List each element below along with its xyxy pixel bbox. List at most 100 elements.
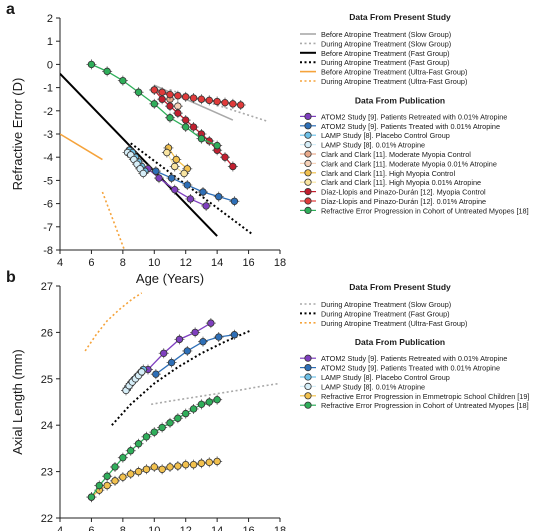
y-tick-label: 23 — [41, 467, 53, 479]
data-point — [174, 109, 182, 117]
legend-title: Data From Publication — [355, 337, 445, 347]
data-point — [215, 192, 223, 201]
data-point — [202, 202, 210, 210]
data-point — [111, 463, 119, 471]
y-tick-label: -7 — [43, 222, 53, 234]
data-point — [189, 123, 198, 131]
data-point — [95, 481, 103, 490]
data-point — [152, 167, 160, 175]
data-point — [182, 123, 190, 131]
data-point — [166, 114, 174, 122]
data-point — [191, 328, 199, 337]
legend-swatch-marker — [304, 188, 312, 196]
data-point — [215, 333, 223, 341]
data-point — [166, 419, 174, 427]
data-point — [166, 90, 174, 99]
legend-item: LAMP Study [8]. 0.01% Atropine — [321, 141, 425, 150]
data-point — [87, 493, 96, 501]
data-point — [166, 102, 174, 110]
data-point — [158, 465, 166, 473]
legend-item: During Atropine Treatment (Fast Group) — [321, 58, 450, 67]
legend-item: Clark and Clark [11]. Moderate Myopia 0.… — [321, 159, 497, 168]
data-point — [182, 409, 190, 418]
x-axis-title: Age (Years) — [136, 271, 204, 286]
data-point — [119, 76, 127, 85]
legend-swatch-marker — [304, 197, 312, 205]
data-line-5 — [90, 399, 218, 498]
legend-item: ATOM2 Study [9]. Patients Treated with 0… — [321, 364, 500, 373]
y-tick-label: -4 — [43, 152, 53, 164]
data-point — [205, 96, 213, 105]
data-point — [229, 162, 237, 171]
legend-title: Data From Publication — [355, 95, 445, 105]
legend-item: Refractive Error Progression in Emmetrop… — [321, 392, 529, 401]
x-tick-label: 10 — [148, 525, 160, 531]
legend-item: Díaz-Llopis and Pinazo-Durán [12]. 0.01%… — [321, 197, 486, 206]
legend-swatch-marker — [304, 169, 312, 177]
data-point — [175, 335, 184, 344]
data-point — [197, 459, 206, 467]
data-point — [183, 181, 191, 189]
model-line-1 — [111, 329, 253, 426]
x-tick-label: 16 — [242, 525, 254, 531]
data-point — [237, 101, 245, 109]
data-point — [199, 337, 207, 346]
legend-swatch-marker — [304, 373, 312, 381]
data-point — [167, 358, 176, 367]
data-point — [186, 195, 195, 203]
data-point — [160, 349, 168, 357]
legend-item: During Atropine Treatment (Slow Group) — [321, 39, 451, 48]
data-point — [127, 447, 135, 455]
y-tick-label: -1 — [43, 83, 53, 95]
legend-swatch-marker — [304, 206, 312, 214]
data-point — [166, 463, 174, 471]
legend-swatch-marker — [304, 401, 312, 409]
model-line-1 — [169, 89, 268, 123]
legend-item: During Atropine Treatment (Slow Group) — [321, 300, 451, 309]
legend-item: Before Atropine Treatment (Fast Group) — [321, 49, 450, 58]
data-point — [230, 197, 239, 205]
data-point — [174, 462, 182, 470]
data-line-0 — [147, 322, 212, 370]
data-point — [127, 470, 135, 478]
data-point — [205, 398, 213, 406]
data-line-1 — [155, 334, 235, 375]
data-point — [158, 88, 166, 96]
y-tick-label: 1 — [47, 36, 53, 48]
legend-swatch-marker — [304, 122, 312, 130]
y-tick-label: -6 — [43, 199, 53, 211]
data-point — [134, 440, 143, 448]
data-point — [87, 60, 96, 69]
legend-item: ATOM2 Study [9]. Patients Retreated with… — [321, 112, 507, 121]
x-tick-label: 12 — [180, 525, 192, 531]
panel-label: b — [6, 269, 16, 286]
data-point — [213, 395, 221, 404]
panel-label: a — [6, 1, 15, 18]
legend-swatch-marker — [304, 178, 312, 186]
data-point — [213, 97, 221, 106]
data-point — [171, 162, 179, 171]
legend-item: Clark and Clark [11]. High Myopia 0.01% … — [321, 178, 481, 187]
legend-item: During Atropine Treatment (Fast Group) — [321, 309, 450, 318]
x-tick-label: 18 — [274, 525, 286, 531]
data-point — [150, 86, 158, 94]
data-point — [197, 400, 206, 409]
x-tick-label: 6 — [88, 525, 94, 531]
legend-item: LAMP Study [8]. Placebo Control Group — [321, 131, 450, 140]
legend-item: During Atropine Treatment (Ultra-Fast Gr… — [321, 319, 467, 328]
plot-area — [84, 292, 280, 503]
data-point — [163, 148, 171, 157]
model-line-2 — [60, 72, 218, 237]
legend-item: During Atropine Treatment (Ultra-Fast Gr… — [321, 77, 467, 86]
data-point — [171, 185, 179, 194]
x-tick-label: 14 — [211, 525, 223, 531]
x-tick-label: 4 — [57, 525, 63, 531]
data-point — [158, 423, 166, 432]
data-point — [182, 93, 190, 101]
model-line-5 — [101, 191, 126, 250]
legend-item: Refractive Error Progression in Cohort o… — [321, 401, 529, 410]
legend-item: ATOM2 Study [9]. Patients Treated with 0… — [321, 122, 500, 131]
data-point — [189, 94, 198, 102]
